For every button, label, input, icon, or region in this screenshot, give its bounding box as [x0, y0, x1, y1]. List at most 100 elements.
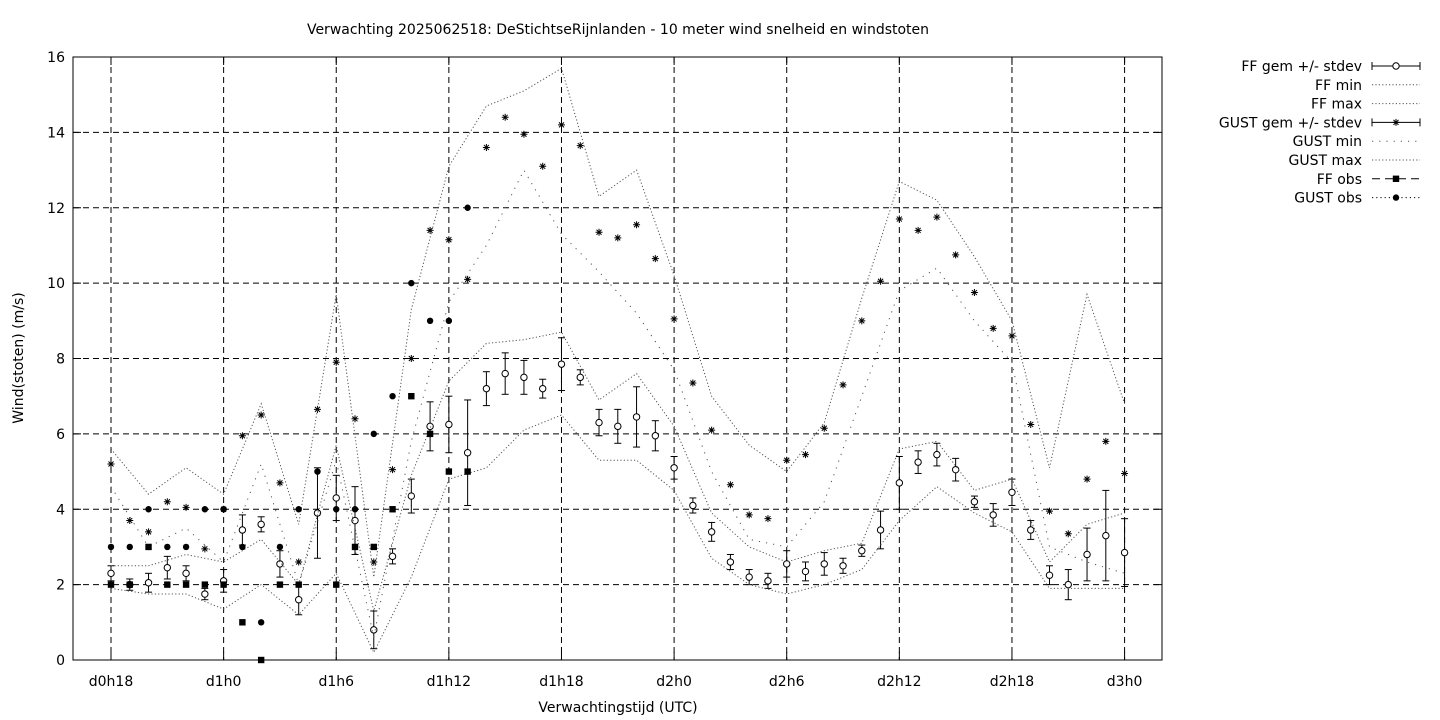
- series-line: [110, 67, 1126, 578]
- y-axis: 0 2 4 6 8 10 12 14 16: [47, 50, 1162, 669]
- legend-marker: [1392, 62, 1400, 70]
- y-tick-label: 8: [56, 352, 65, 368]
- data-point: [576, 373, 584, 382]
- data-point: [951, 465, 960, 474]
- data-point: [126, 581, 133, 588]
- data-point: [445, 468, 453, 475]
- data-point: [463, 449, 472, 457]
- legend-label: FF min: [1315, 78, 1362, 94]
- data-point: [595, 228, 603, 236]
- y-tick-label: 14: [47, 125, 65, 141]
- data-point: [1083, 550, 1091, 559]
- data-point: [557, 121, 565, 129]
- series-6: [107, 392, 471, 664]
- data-point: [145, 506, 152, 513]
- legend-marker: [1392, 175, 1400, 182]
- data-point: [276, 479, 284, 487]
- y-tick-label: 2: [56, 578, 65, 594]
- data-point: [220, 506, 227, 513]
- legend: FF gem +/- stdev FF min FF max GUST gem +/-…: [1219, 59, 1421, 207]
- legend-label: FF max: [1311, 97, 1362, 113]
- data-point: [764, 515, 772, 523]
- data-point: [520, 373, 528, 382]
- data-point: [257, 619, 265, 626]
- x-tick-label: d3h0: [1107, 674, 1143, 690]
- series-0: [107, 337, 1129, 650]
- data-point: [239, 543, 246, 551]
- x-axis: d0h18 d1h0 d1h6 d1h12 d1h18 d2h0 d2h6 d2h12 d2h1…: [89, 57, 1143, 690]
- data-point: [614, 422, 622, 431]
- data-point: [257, 411, 265, 419]
- data-point: [407, 355, 415, 362]
- data-point: [539, 384, 547, 393]
- x-tick-label: d1h0: [206, 674, 242, 690]
- data-point: [1120, 548, 1129, 557]
- data-point: [1008, 488, 1016, 496]
- data-point: [295, 596, 303, 604]
- data-point: [914, 226, 922, 234]
- data-point: [726, 558, 735, 566]
- data-point: [238, 432, 246, 440]
- data-point: [1121, 469, 1129, 477]
- y-tick-label: 0: [56, 653, 65, 669]
- series-line: [111, 331, 1125, 612]
- data-point: [239, 619, 246, 626]
- data-point: [801, 451, 809, 459]
- y-tick-label: 12: [47, 201, 65, 217]
- data-point: [445, 236, 453, 244]
- x-tick-label: d2h0: [656, 674, 692, 690]
- data-point: [557, 360, 566, 368]
- data-point: [333, 506, 340, 513]
- data-point: [464, 468, 471, 475]
- legend-label: FF obs: [1317, 172, 1362, 188]
- x-axis-label: Verwachtingstijd (UTC): [538, 700, 697, 716]
- data-point: [839, 562, 847, 570]
- data-point: [651, 432, 660, 440]
- data-point: [276, 543, 284, 551]
- data-point: [895, 215, 903, 223]
- data-point: [670, 315, 678, 323]
- x-tick-label: d0h18: [89, 674, 133, 690]
- data-point: [820, 560, 828, 568]
- data-point: [333, 581, 340, 588]
- data-point: [295, 558, 303, 566]
- series-3: [107, 113, 1129, 566]
- data-point: [783, 456, 791, 464]
- data-point: [107, 581, 115, 588]
- data-point: [1027, 420, 1035, 428]
- data-point: [464, 204, 471, 211]
- legend-label: GUST min: [1293, 134, 1362, 150]
- data-point: [408, 392, 415, 400]
- data-point: [145, 528, 153, 536]
- legend-marker: [1392, 194, 1400, 201]
- legend-label: FF gem +/- stdev: [1241, 59, 1362, 75]
- x-tick-label: d1h18: [539, 674, 583, 690]
- grid: [73, 57, 1162, 660]
- data-point: [1083, 475, 1091, 483]
- data-point: [201, 581, 209, 588]
- data-point: [1064, 580, 1072, 589]
- data-point: [257, 656, 265, 664]
- data-point: [501, 113, 509, 121]
- data-point: [952, 251, 960, 259]
- data-point: [745, 511, 753, 519]
- data-point: [820, 424, 828, 432]
- data-point: [1064, 530, 1072, 538]
- data-point: [858, 547, 866, 555]
- data-point: [201, 590, 209, 598]
- legend-label: GUST gem +/- stdev: [1219, 115, 1362, 131]
- legend-label: GUST max: [1289, 153, 1363, 169]
- data-point: [238, 526, 247, 534]
- y-axis-label: Wind(stoten) (m/s): [11, 292, 27, 423]
- data-point: [257, 520, 265, 529]
- data-point: [388, 552, 397, 561]
- data-point: [182, 543, 190, 551]
- data-point: [576, 142, 584, 150]
- data-point: [370, 543, 377, 551]
- chart-title: Verwachting 2025062518: DeStichtseRijnla…: [307, 22, 929, 38]
- data-point: [408, 279, 415, 287]
- x-tick-label: d2h12: [877, 674, 921, 690]
- data-point: [426, 226, 434, 234]
- data-point: [839, 381, 847, 389]
- data-point: [464, 275, 472, 283]
